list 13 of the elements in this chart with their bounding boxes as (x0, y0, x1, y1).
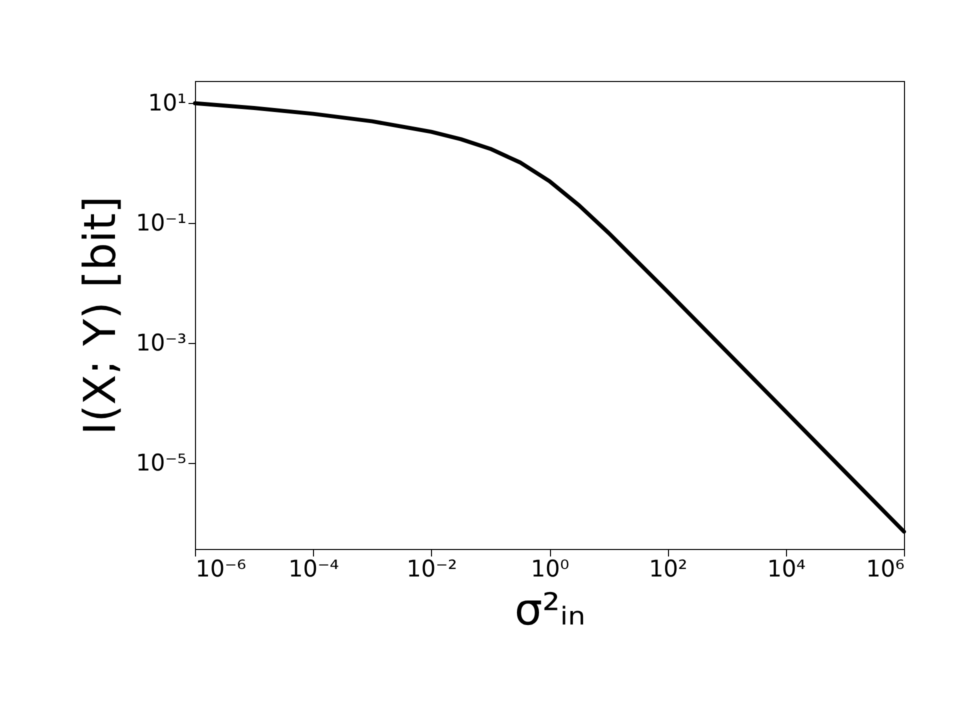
x-tick-label: 10⁻² (406, 556, 458, 582)
y-axis-title: I(X; Y) [bit] (74, 196, 126, 435)
x-tick-label: 10² (648, 556, 688, 582)
y-tick-label: 10⁻³ (136, 330, 186, 357)
x-axis-title: σ²ᵢₙ (514, 584, 586, 636)
y-tick-label: 10⁻¹ (136, 210, 186, 237)
x-tick-label: 10⁰ (530, 556, 570, 582)
x-tick-label: 10⁴ (767, 556, 806, 582)
x-tick-label: 10⁻⁶ (196, 556, 246, 582)
x-tick-label: 10⁻⁴ (288, 556, 339, 582)
x-tick-label: 10⁶ (866, 556, 904, 582)
y-tick-label: 10⁻⁵ (136, 450, 186, 477)
y-tick-label: 10¹ (148, 90, 186, 117)
